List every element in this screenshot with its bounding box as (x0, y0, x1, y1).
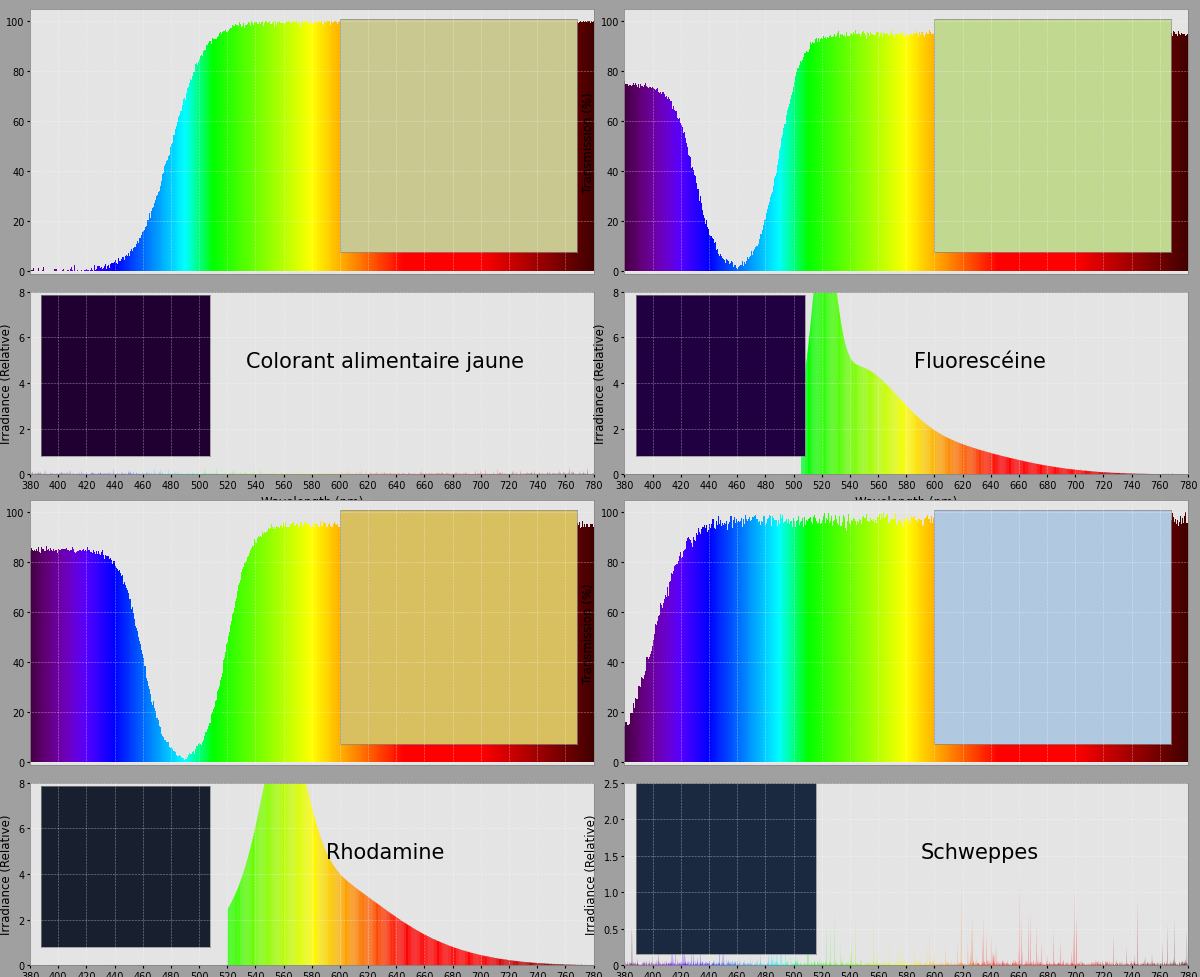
Y-axis label: Transmission (%): Transmission (%) (582, 582, 595, 683)
Y-axis label: Irradiance (Relative): Irradiance (Relative) (0, 323, 13, 444)
Text: Rhodamine: Rhodamine (326, 842, 444, 862)
Text: Schweppes: Schweppes (920, 842, 1038, 862)
Y-axis label: Irradiance (Relative): Irradiance (Relative) (594, 323, 607, 444)
X-axis label: Wavelength (nm): Wavelength (nm) (856, 495, 958, 509)
Y-axis label: Irradiance (Relative): Irradiance (Relative) (584, 814, 598, 934)
Y-axis label: Transmission (%): Transmission (%) (582, 92, 595, 192)
Text: Colorant alimentaire jaune: Colorant alimentaire jaune (246, 352, 524, 371)
Text: Fluorescéine: Fluorescéine (913, 352, 1045, 371)
Y-axis label: Irradiance (Relative): Irradiance (Relative) (0, 814, 13, 934)
X-axis label: Wavelength (nm): Wavelength (nm) (260, 495, 362, 509)
